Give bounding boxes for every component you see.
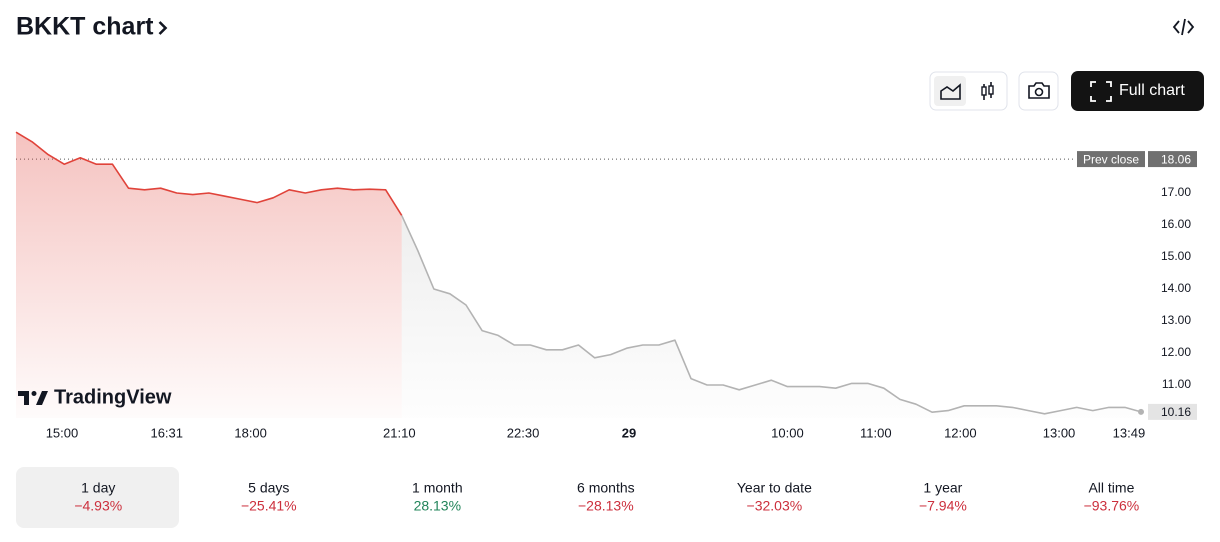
line-style-icon (940, 83, 961, 100)
period-label: 6 months (577, 480, 635, 496)
line-style-button[interactable] (934, 76, 966, 106)
title-chevron[interactable] (158, 21, 168, 35)
x-tick-label: 16:31 (150, 425, 183, 440)
x-tick-label: 21:10 (383, 425, 416, 440)
y-tick-label: 14.00 (1161, 281, 1191, 295)
y-tick-label: 11.00 (1162, 377, 1191, 391)
y-tick-label: 13.00 (1161, 313, 1191, 327)
camera-icon (1028, 82, 1050, 99)
series-area (16, 132, 402, 418)
y-tick-label: 16.00 (1161, 217, 1191, 231)
period-label: Year to date (737, 480, 812, 496)
period-label: All time (1088, 480, 1134, 496)
period-change: −7.94% (919, 498, 967, 514)
period-label: 1 year (923, 480, 962, 496)
period-change: −32.03% (747, 498, 803, 514)
series-line (400, 215, 1142, 415)
y-tick-label: 17.00 (1161, 185, 1191, 199)
snapshot-button[interactable] (1018, 71, 1059, 111)
last-value-label: 10.16 (1161, 405, 1191, 419)
x-tick-label: 11:00 (860, 425, 892, 440)
series-line (15, 131, 403, 216)
x-tick-label: 10:00 (771, 425, 804, 440)
period-change: −93.76% (1084, 498, 1140, 514)
brand-name: TradingView (54, 386, 172, 408)
period-label: 5 days (248, 480, 289, 496)
last-point (1138, 408, 1144, 415)
candle-body (988, 85, 994, 95)
period-change: −28.13% (578, 498, 634, 514)
period-change: −25.41% (241, 498, 297, 514)
chart: 11.00 12.00 13.00 14.00 15.00 16.00 17.00 15:00… (15, 131, 1197, 440)
camera-lens (1034, 87, 1044, 97)
brand-logo: TradingView (18, 386, 172, 408)
prev-close-value: 18.06 (1161, 152, 1191, 166)
y-tick-label: 12.00 (1161, 345, 1191, 359)
page-title[interactable]: BKKT chart (16, 13, 154, 41)
x-tick-label: 12:00 (944, 425, 977, 440)
full-chart-button[interactable] (1071, 71, 1204, 111)
period-selected-bg (16, 467, 179, 528)
chart-style-switch (929, 71, 1008, 111)
prev-close-label: Prev close (1083, 152, 1139, 166)
full-chart-label[interactable]: Full chart (1119, 82, 1185, 99)
prev-close-tag (1077, 151, 1145, 168)
x-tick-label: 13:00 (1043, 425, 1076, 440)
series-area (401, 215, 1141, 418)
period-change: −4.93% (74, 498, 122, 514)
period-change: 28.13% (414, 498, 461, 514)
period-bar: 1 day −4.93% 5 days −25.41% 1 month 28.13% 6 m… (16, 467, 1140, 528)
x-tick-label: 15:00 (46, 425, 79, 440)
period-label: 1 month (412, 480, 463, 496)
x-tick-label: 18:00 (234, 425, 267, 440)
x-tick-label: 29 (622, 425, 636, 440)
last-value-tag (1148, 403, 1197, 420)
prev-close-value-tag (1148, 151, 1197, 168)
embed-icon[interactable] (1172, 18, 1195, 36)
x-tick-label: 13:49 (1113, 425, 1146, 440)
x-tick-label: 22:30 (507, 425, 540, 440)
candle-body (981, 86, 987, 96)
y-tick-label: 15.00 (1161, 249, 1191, 263)
period-label: 1 day (81, 480, 115, 496)
fullscreen-icon (1090, 81, 1112, 102)
